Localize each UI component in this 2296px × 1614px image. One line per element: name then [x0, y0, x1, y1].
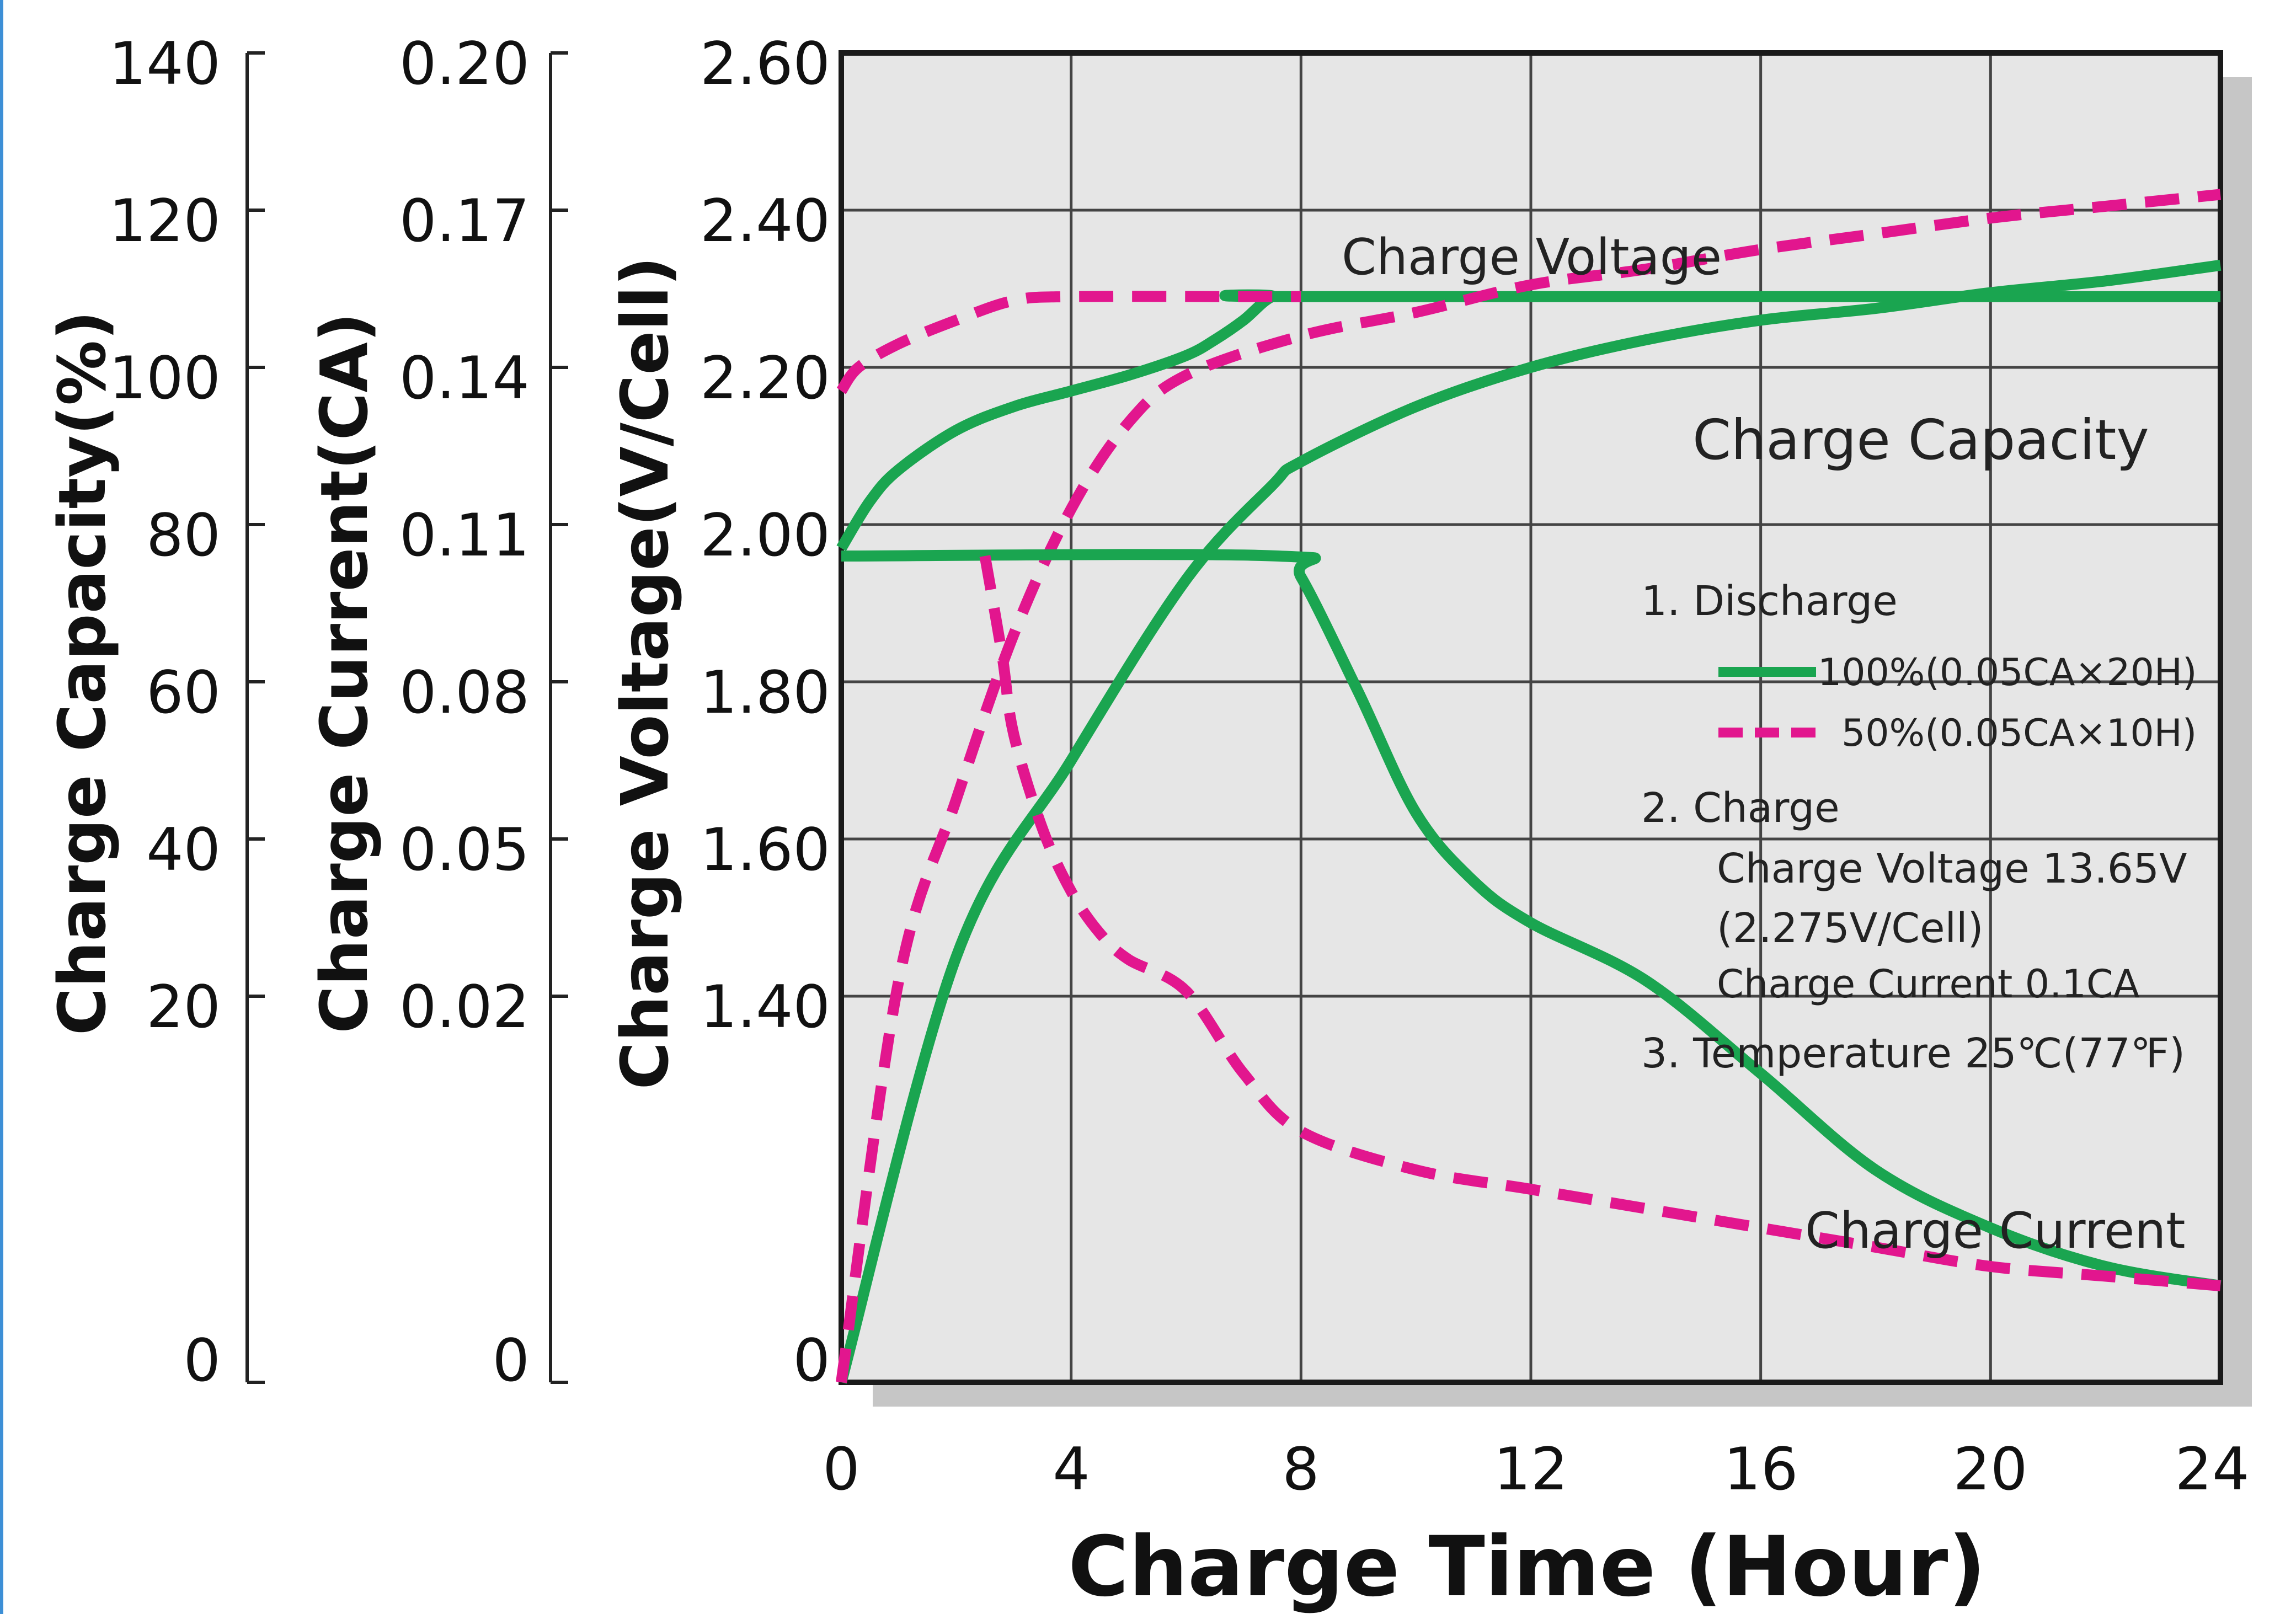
voltage-tick: 0	[793, 1327, 830, 1394]
capacity-100pct-series-line	[836, 259, 2222, 1384]
charge-voltage-annotation: Charge Voltage	[1342, 228, 1722, 286]
x-axis-title: Charge Time (Hour)	[1068, 1519, 1986, 1614]
current-tick: 0.08	[399, 659, 530, 726]
x-tick: 20	[1953, 1435, 2028, 1503]
current-tick: 0	[493, 1327, 530, 1394]
charge-current-annotation: Charge Current	[1805, 1202, 2186, 1260]
capacity-axis	[245, 51, 265, 1384]
x-tick: 24	[2175, 1435, 2250, 1503]
voltage-tick: 2.20	[700, 344, 830, 412]
current-tick: 0.20	[399, 30, 530, 98]
note-charge: 2. Charge	[1641, 784, 1840, 832]
x-tick: 16	[1724, 1435, 1798, 1503]
plot-border	[839, 50, 2223, 1385]
current-axis-title: Charge Current(CA)	[306, 312, 382, 1033]
current-axis	[549, 51, 568, 1384]
voltage-tick: 1.80	[700, 659, 830, 726]
current-100pct-series-line	[841, 549, 2222, 1291]
left-edge-line	[0, 0, 3, 1614]
x-tick: 4	[1053, 1435, 1090, 1503]
series-group	[836, 189, 2222, 1384]
capacity-tick: 60	[146, 659, 221, 726]
x-tick: 8	[1282, 1435, 1319, 1503]
capacity-tick: 140	[109, 30, 221, 98]
voltage-tick: 2.60	[700, 30, 830, 98]
voltage-axis-title: Charge Voltage(V/Cell)	[607, 256, 683, 1090]
note-discharge: 1. Discharge	[1641, 578, 1898, 625]
note-discharge-100: 100%(0.05CA×20H)	[1818, 651, 2197, 694]
voltage-tick-labels: 2.60 2.40 2.20 2.00 1.80 1.60 1.40 0	[700, 30, 830, 1394]
capacity-50pct-series-line	[836, 189, 2222, 1383]
voltage-tick: 2.40	[700, 187, 830, 255]
note-charge-voltage: Charge Voltage 13.65V	[1717, 845, 2187, 892]
voltage-tick: 1.60	[700, 816, 830, 884]
current-tick: 0.05	[399, 816, 530, 884]
x-tick-labels: 0 4 8 12 16 20 24	[823, 1435, 2249, 1503]
voltage-tick: 1.40	[700, 973, 830, 1041]
capacity-tick-labels: 140 120 100 80 60 40 20 0	[109, 30, 221, 1394]
note-temperature: 3. Temperature 25℃(77℉)	[1641, 1030, 2185, 1077]
current-tick: 0.02	[399, 973, 530, 1041]
note-charge-voltage-cell: (2.275V/Cell)	[1717, 905, 1983, 952]
capacity-tick: 0	[184, 1327, 221, 1394]
capacity-tick: 20	[146, 973, 221, 1041]
capacity-tick: 120	[109, 187, 221, 255]
charge-capacity-annotation: Charge Capacity	[1692, 408, 2149, 472]
notes-legend: 1. Discharge 100%(0.05CA×20H) 50%(0.05CA…	[1641, 578, 2197, 1077]
capacity-tick: 80	[146, 501, 221, 569]
note-discharge-50: 50%(0.05CA×10H)	[1841, 712, 2197, 755]
note-charge-current: Charge Current 0.1CA	[1717, 961, 2140, 1007]
current-tick: 0.14	[399, 344, 530, 412]
current-tick: 0.11	[399, 501, 530, 569]
capacity-tick: 100	[109, 344, 221, 412]
capacity-axis-title: Charge Capacity(%)	[44, 311, 120, 1035]
current-tick-labels: 0.20 0.17 0.14 0.11 0.08 0.05 0.02 0	[399, 30, 530, 1394]
current-tick: 0.17	[399, 187, 530, 255]
x-tick: 12	[1494, 1435, 1568, 1503]
voltage-tick: 2.00	[700, 501, 830, 569]
capacity-tick: 40	[146, 816, 221, 884]
x-tick: 0	[823, 1435, 859, 1503]
current-50pct-series-line	[979, 555, 2221, 1291]
